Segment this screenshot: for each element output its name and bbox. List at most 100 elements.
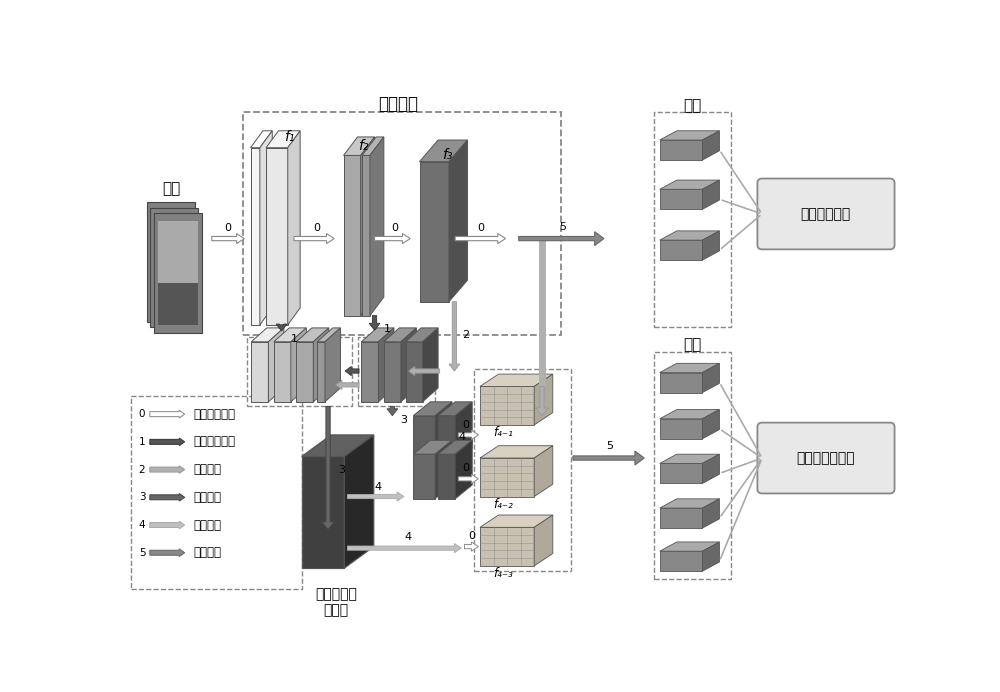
Polygon shape (413, 402, 452, 416)
Polygon shape (288, 131, 300, 325)
Polygon shape (702, 454, 719, 484)
Text: 3: 3 (400, 415, 408, 424)
Bar (474, 370, 571, 571)
Polygon shape (420, 140, 468, 161)
Polygon shape (361, 137, 375, 316)
Polygon shape (660, 508, 702, 528)
Polygon shape (660, 240, 702, 260)
Bar (154, 215, 194, 320)
Polygon shape (438, 440, 472, 454)
Polygon shape (534, 374, 553, 425)
FancyArrow shape (150, 466, 185, 473)
Polygon shape (660, 454, 719, 464)
Polygon shape (702, 410, 719, 439)
Bar (158, 221, 198, 325)
Text: f₄₋₃: f₄₋₃ (493, 567, 513, 580)
FancyArrow shape (212, 234, 244, 244)
Polygon shape (266, 147, 288, 325)
Polygon shape (435, 440, 452, 499)
Polygon shape (438, 402, 472, 416)
Polygon shape (702, 499, 719, 528)
Polygon shape (660, 372, 702, 392)
Polygon shape (251, 342, 268, 402)
Polygon shape (660, 419, 702, 439)
FancyArrow shape (375, 234, 410, 244)
Polygon shape (268, 328, 284, 402)
FancyArrow shape (150, 549, 185, 556)
Text: 融合模块: 融合模块 (193, 491, 221, 504)
Polygon shape (251, 131, 272, 147)
Text: 缩减模块: 缩减模块 (193, 546, 221, 559)
Text: 平滑模块: 平滑模块 (193, 518, 221, 531)
Bar (154, 213, 202, 333)
FancyBboxPatch shape (757, 423, 895, 493)
FancyArrow shape (449, 302, 460, 371)
Polygon shape (302, 457, 344, 568)
FancyArrow shape (458, 474, 478, 484)
Text: 融合的多尺: 融合的多尺 (315, 588, 357, 601)
Text: f₂: f₂ (358, 139, 369, 153)
Text: 侧向连接模块: 侧向连接模块 (193, 435, 235, 448)
Polygon shape (438, 454, 455, 499)
Polygon shape (480, 458, 534, 497)
Bar (158, 283, 198, 325)
Polygon shape (702, 363, 719, 392)
Text: 度特征: 度特征 (323, 603, 348, 617)
FancyArrow shape (322, 406, 334, 529)
Polygon shape (480, 386, 534, 425)
FancyArrow shape (150, 438, 185, 446)
Polygon shape (702, 542, 719, 571)
Text: 5: 5 (606, 441, 613, 451)
Text: 部件: 部件 (683, 337, 701, 352)
Text: 0: 0 (469, 531, 476, 541)
Text: 0: 0 (477, 223, 484, 233)
Polygon shape (455, 402, 472, 462)
Text: 4: 4 (375, 482, 382, 491)
FancyArrow shape (573, 451, 644, 465)
Text: 5: 5 (559, 222, 566, 232)
Polygon shape (480, 515, 553, 527)
Polygon shape (362, 137, 384, 156)
Polygon shape (438, 416, 455, 462)
FancyArrow shape (150, 521, 185, 529)
Text: 4: 4 (139, 520, 145, 530)
Bar (151, 210, 191, 314)
Polygon shape (449, 140, 468, 302)
Bar (151, 273, 191, 314)
Polygon shape (480, 527, 534, 566)
Polygon shape (660, 542, 719, 552)
Polygon shape (413, 440, 452, 454)
Bar (147, 202, 195, 322)
Polygon shape (660, 190, 702, 209)
Polygon shape (660, 131, 719, 140)
Text: f₁: f₁ (284, 130, 295, 144)
Polygon shape (660, 231, 719, 240)
Polygon shape (370, 137, 384, 316)
Polygon shape (274, 342, 291, 402)
Polygon shape (384, 342, 401, 402)
Polygon shape (406, 328, 438, 342)
Polygon shape (325, 328, 340, 402)
Text: 0: 0 (313, 223, 320, 233)
Polygon shape (384, 328, 416, 342)
FancyArrow shape (369, 316, 380, 330)
Polygon shape (302, 435, 374, 457)
Polygon shape (702, 231, 719, 260)
Text: 1: 1 (383, 325, 390, 334)
Text: 输入: 输入 (162, 181, 181, 196)
Text: 0: 0 (462, 420, 470, 430)
Text: 2: 2 (462, 330, 470, 340)
Polygon shape (480, 446, 553, 458)
Text: 0: 0 (462, 463, 470, 473)
Polygon shape (266, 131, 300, 147)
Polygon shape (660, 410, 719, 419)
Polygon shape (435, 402, 452, 462)
Text: 4: 4 (459, 432, 466, 442)
Polygon shape (291, 328, 306, 402)
Polygon shape (660, 180, 719, 190)
Bar (654, 352, 731, 579)
FancyArrow shape (276, 324, 287, 331)
Polygon shape (660, 140, 702, 160)
FancyArrow shape (458, 430, 478, 439)
Polygon shape (534, 515, 553, 566)
